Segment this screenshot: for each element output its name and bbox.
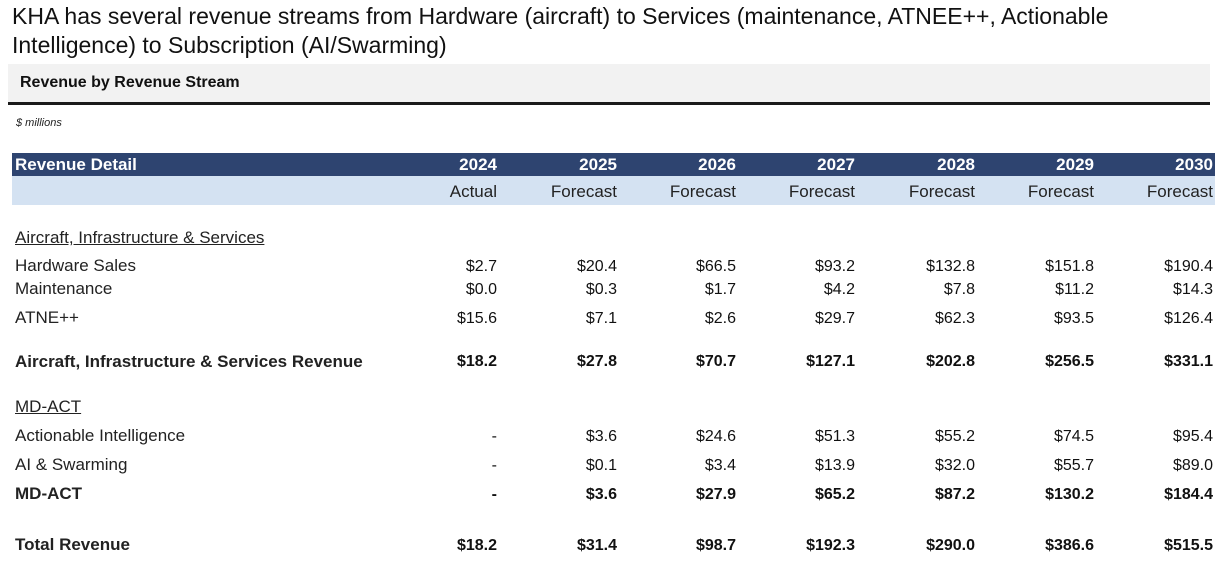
table-cell: $515.5 bbox=[1164, 537, 1213, 554]
table-cell: $14.3 bbox=[1172, 281, 1213, 298]
table-cell: - bbox=[491, 486, 497, 503]
year-header: 2028 bbox=[937, 155, 975, 174]
table-cell: $3.6 bbox=[585, 428, 617, 445]
table-cell: $256.5 bbox=[1045, 353, 1094, 370]
table-cell: $29.7 bbox=[814, 310, 855, 327]
table-cell: $3.4 bbox=[704, 457, 736, 474]
group-heading: MD-ACT bbox=[15, 397, 82, 416]
table-cell: $18.2 bbox=[456, 353, 497, 370]
year-header: 2029 bbox=[1056, 155, 1094, 174]
table-cell: $15.6 bbox=[456, 310, 497, 327]
table-cell: $3.6 bbox=[585, 486, 617, 503]
row-label: ATNE++ bbox=[15, 308, 79, 327]
table-cell: $7.1 bbox=[585, 310, 617, 327]
row-label: Hardware Sales bbox=[15, 256, 136, 275]
table-cell: $184.4 bbox=[1164, 486, 1213, 503]
table-cell: $126.4 bbox=[1164, 310, 1213, 327]
total-label: Total Revenue bbox=[15, 535, 130, 554]
table-header-label: Revenue Detail bbox=[15, 155, 137, 174]
table-cell: $290.0 bbox=[926, 537, 975, 554]
table-cell: $55.7 bbox=[1053, 457, 1094, 474]
year-header: 2024 bbox=[459, 155, 497, 174]
period-status: Forecast bbox=[1146, 182, 1213, 201]
year-header: 2027 bbox=[817, 155, 855, 174]
period-status: Forecast bbox=[788, 182, 855, 201]
table-cell: $0.3 bbox=[585, 281, 617, 298]
table-cell: $13.9 bbox=[814, 457, 855, 474]
table-cell: $95.4 bbox=[1172, 428, 1213, 445]
table-cell: $2.6 bbox=[704, 310, 736, 327]
subtotal-label: MD-ACT bbox=[15, 484, 83, 503]
year-header: 2030 bbox=[1175, 155, 1213, 174]
subtotal-label: Aircraft, Infrastructure & Services Reve… bbox=[15, 352, 363, 371]
table-cell: $98.7 bbox=[695, 537, 736, 554]
table-cell: $32.0 bbox=[934, 457, 975, 474]
table-cell: $331.1 bbox=[1164, 353, 1213, 370]
table-cell: $27.8 bbox=[576, 353, 617, 370]
table-cell: $4.2 bbox=[823, 281, 855, 298]
table-cell: $386.6 bbox=[1045, 537, 1094, 554]
period-status: Forecast bbox=[1027, 182, 1094, 201]
table-cell: $0.1 bbox=[585, 457, 617, 474]
table-cell: $127.1 bbox=[806, 353, 855, 370]
table-cell: $18.2 bbox=[456, 537, 497, 554]
row-label: Maintenance bbox=[15, 279, 113, 298]
table-cell: $20.4 bbox=[576, 258, 617, 275]
table-cell: $51.3 bbox=[814, 428, 855, 445]
table-cell: $27.9 bbox=[695, 486, 736, 503]
table-cell: $7.8 bbox=[943, 281, 975, 298]
page-headline: KHA has several revenue streams from Har… bbox=[12, 3, 1109, 58]
table-cell: $74.5 bbox=[1053, 428, 1094, 445]
period-status: Forecast bbox=[550, 182, 617, 201]
table-cell: $87.2 bbox=[934, 486, 975, 503]
period-status: Forecast bbox=[669, 182, 736, 201]
table-cell: $89.0 bbox=[1172, 457, 1213, 474]
section-divider bbox=[8, 102, 1210, 105]
table-cell: $11.2 bbox=[1055, 281, 1094, 298]
period-status: Actual bbox=[449, 182, 497, 201]
section-title: Revenue by Revenue Stream bbox=[20, 74, 240, 91]
table-cell: - bbox=[491, 457, 497, 474]
year-header: 2025 bbox=[579, 155, 617, 174]
section-band bbox=[8, 64, 1210, 102]
group-heading: Aircraft, Infrastructure & Services bbox=[15, 228, 265, 247]
table-cell: $31.4 bbox=[576, 537, 617, 554]
period-status: Forecast bbox=[908, 182, 975, 201]
table-cell: $190.4 bbox=[1164, 258, 1213, 275]
table-cell: $66.5 bbox=[695, 258, 736, 275]
table-cell: $2.7 bbox=[465, 258, 497, 275]
table-cell: $0.0 bbox=[465, 281, 497, 298]
row-label: Actionable Intelligence bbox=[15, 426, 186, 445]
table-cell: $93.5 bbox=[1053, 310, 1094, 327]
row-label: AI & Swarming bbox=[15, 455, 128, 474]
table-cell: $62.3 bbox=[934, 310, 975, 327]
table-cell: $202.8 bbox=[926, 353, 975, 370]
table-cell: $65.2 bbox=[814, 486, 855, 503]
table-cell: - bbox=[491, 428, 497, 445]
year-header: 2026 bbox=[698, 155, 736, 174]
table-cell: $24.6 bbox=[695, 428, 736, 445]
table-header-bar bbox=[12, 153, 1215, 176]
table-cell: $93.2 bbox=[814, 258, 855, 275]
units-note: $ millions bbox=[16, 117, 62, 129]
table-cell: $151.8 bbox=[1045, 258, 1094, 275]
table-cell: $1.7 bbox=[704, 281, 736, 298]
table-cell: $132.8 bbox=[926, 258, 975, 275]
table-subheader-bar bbox=[12, 176, 1215, 205]
table-cell: $70.7 bbox=[695, 353, 736, 370]
table-cell: $130.2 bbox=[1045, 486, 1094, 503]
table-cell: $192.3 bbox=[806, 537, 855, 554]
table-cell: $55.2 bbox=[934, 428, 975, 445]
